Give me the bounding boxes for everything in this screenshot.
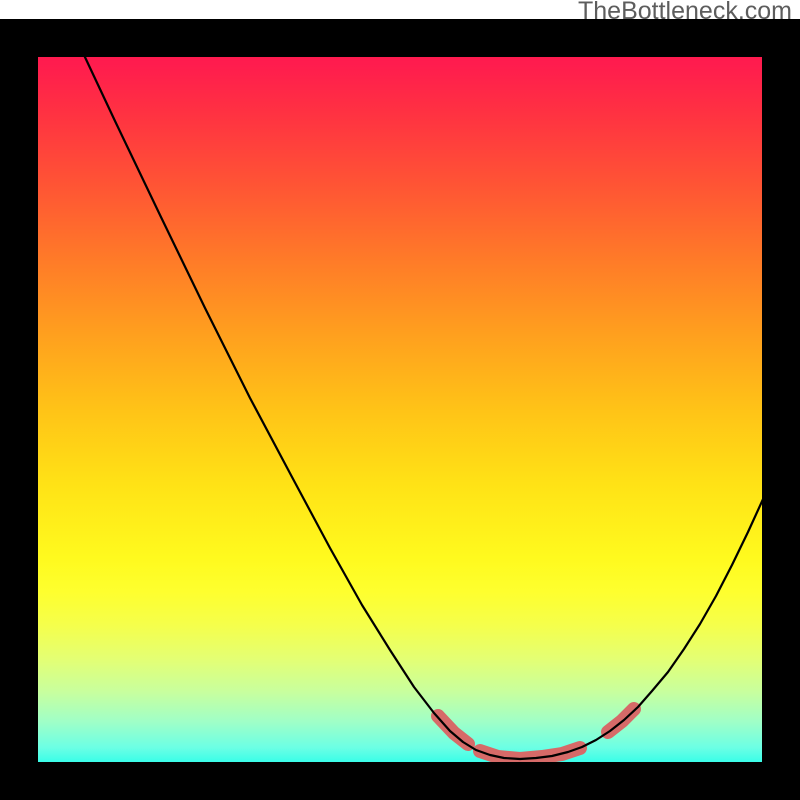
plot-border <box>0 19 800 800</box>
figure-root: TheBottleneck.com <box>0 0 800 800</box>
watermark-text: TheBottleneck.com <box>578 0 792 26</box>
